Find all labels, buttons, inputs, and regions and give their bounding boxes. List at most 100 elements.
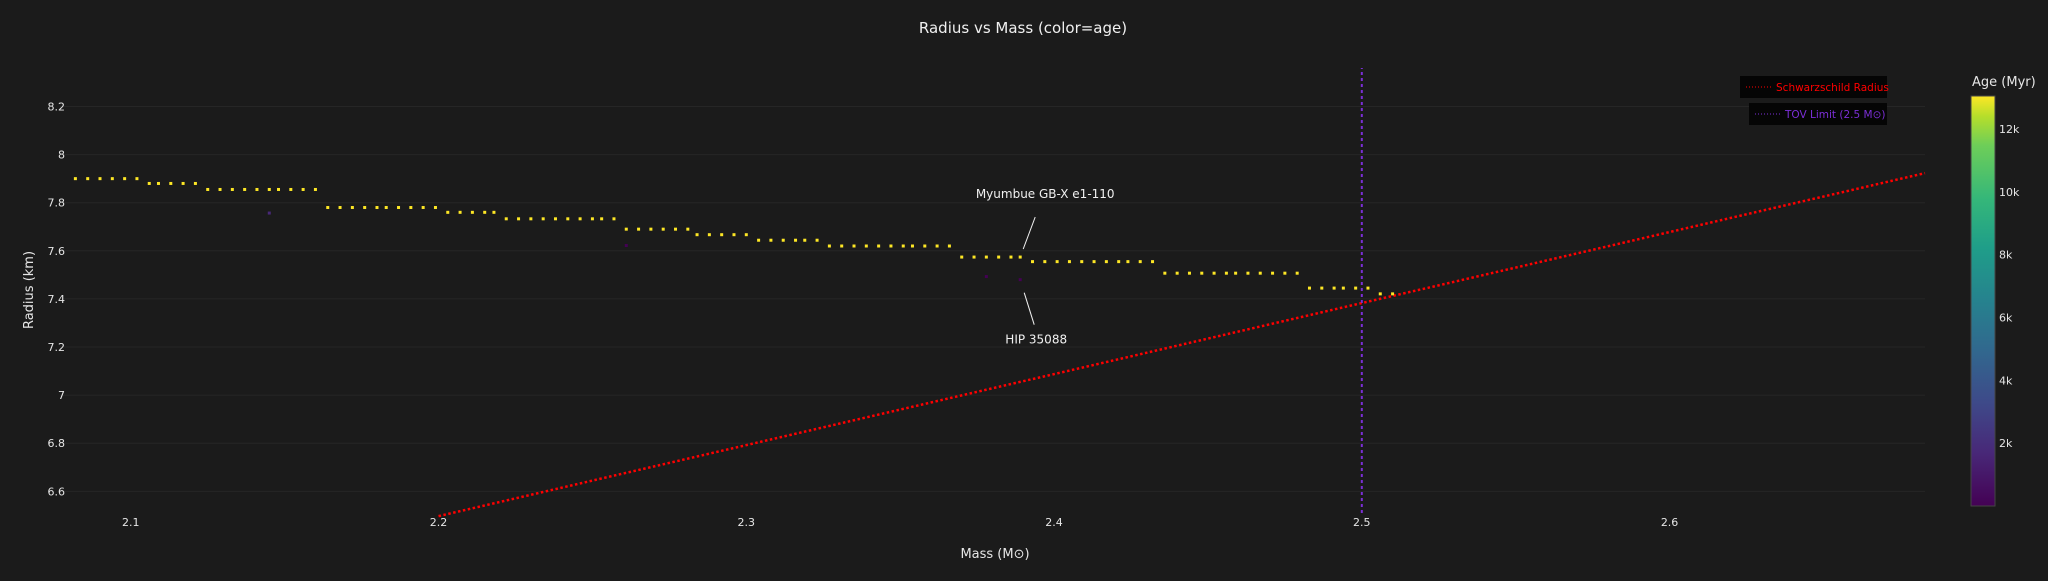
data-point — [910, 244, 914, 248]
y-tick-label: 8.2 — [48, 100, 66, 113]
data-point — [674, 227, 678, 231]
data-point — [877, 244, 881, 248]
data-point — [997, 255, 1001, 259]
data-point — [409, 206, 413, 210]
colorbar-tick-label: 12k — [1999, 123, 2020, 136]
data-point-young — [984, 275, 988, 279]
y-tick-label: 7.6 — [48, 245, 66, 258]
data-point — [1341, 286, 1345, 290]
annotation-label: Myumbue GB-X e1-110 — [976, 187, 1115, 201]
x-axis-title: Mass (M⊙) — [960, 547, 1029, 562]
data-point — [794, 238, 798, 242]
data-point — [1117, 260, 1121, 264]
data-point — [255, 187, 259, 191]
colorbar-tick-label: 8k — [1999, 249, 2013, 262]
data-point — [193, 181, 197, 185]
data-point — [1200, 271, 1204, 275]
data-point — [590, 217, 594, 221]
data-point — [541, 217, 545, 221]
data-point — [720, 233, 724, 237]
data-point — [1009, 255, 1013, 259]
data-point — [529, 217, 533, 221]
data-point — [960, 255, 964, 259]
colorbar-tick-label: 10k — [1999, 186, 2020, 199]
data-point — [301, 187, 305, 191]
data-point — [864, 244, 868, 248]
data-point — [313, 187, 317, 191]
scatter-points — [73, 177, 1395, 296]
data-point — [1104, 260, 1108, 264]
data-point — [267, 187, 271, 191]
data-point — [1092, 260, 1096, 264]
data-point — [984, 255, 988, 259]
y-tick-label: 6.6 — [48, 485, 66, 498]
data-point — [1378, 292, 1382, 296]
data-point — [578, 217, 582, 221]
data-point — [661, 227, 665, 231]
data-point — [612, 217, 616, 221]
data-point — [1163, 271, 1167, 275]
data-point — [1283, 271, 1287, 275]
data-point — [1391, 292, 1395, 296]
data-point — [169, 181, 173, 185]
data-point — [686, 227, 690, 231]
annotation-label: HIP 35088 — [1005, 333, 1067, 347]
y-tick-label: 7.8 — [48, 197, 66, 210]
data-point — [889, 244, 893, 248]
data-point — [553, 217, 557, 221]
data-point — [147, 181, 151, 185]
legend: Schwarzschild Radius TOV Limit (2.5 M⊙) — [1740, 76, 1889, 125]
data-point — [1295, 271, 1299, 275]
data-point — [1332, 286, 1336, 290]
data-point — [852, 244, 856, 248]
legend-box — [1740, 76, 1887, 98]
y-tick-label: 7.2 — [48, 341, 66, 354]
data-point — [123, 177, 127, 181]
data-point — [517, 217, 521, 221]
annotations: Myumbue GB-X e1-110 HIP 35088 — [976, 187, 1115, 347]
data-point — [135, 177, 139, 181]
data-point — [1307, 286, 1311, 290]
data-point — [923, 244, 927, 248]
data-point — [504, 217, 508, 221]
y-axis-ticks: 6.6 6.8 7 7.2 7.4 7.6 7.8 8 8.2 — [48, 100, 66, 498]
data-point — [1055, 260, 1059, 264]
data-point — [277, 187, 281, 191]
data-point — [1031, 260, 1035, 264]
x-tick-label: 2.3 — [738, 516, 756, 529]
data-point — [840, 244, 844, 248]
data-point — [1043, 260, 1047, 264]
colorbar-gradient — [1970, 95, 1996, 507]
colorbar: Age (Myr) 2k 4k 6k 8k 10k 12k — [1970, 75, 2036, 507]
data-point — [1234, 271, 1238, 275]
data-point — [1271, 271, 1275, 275]
colorbar-tick-label: 4k — [1999, 374, 2013, 387]
data-point — [73, 177, 77, 181]
data-point — [566, 217, 570, 221]
data-point — [769, 238, 773, 242]
data-point — [181, 181, 185, 185]
data-point-young — [267, 211, 271, 215]
data-point — [375, 206, 379, 210]
data-point — [470, 210, 474, 214]
data-point — [901, 244, 905, 248]
colorbar-tick-label: 2k — [1999, 437, 2013, 450]
annotation-arrow — [1022, 216, 1036, 250]
data-point-young — [624, 244, 628, 248]
data-point — [1258, 271, 1262, 275]
data-point — [326, 206, 330, 210]
data-point — [1067, 260, 1071, 264]
data-point — [363, 206, 367, 210]
x-tick-label: 2.2 — [430, 516, 448, 529]
legend-label: TOV Limit (2.5 M⊙) — [1784, 109, 1885, 121]
data-point — [433, 206, 437, 210]
gridlines — [60, 105, 1925, 492]
data-point — [338, 206, 342, 210]
data-point — [289, 187, 293, 191]
data-point — [707, 233, 711, 237]
y-axis-title: Radius (km) — [22, 251, 37, 329]
data-point — [86, 177, 90, 181]
data-point — [732, 233, 736, 237]
data-point — [1224, 271, 1228, 275]
